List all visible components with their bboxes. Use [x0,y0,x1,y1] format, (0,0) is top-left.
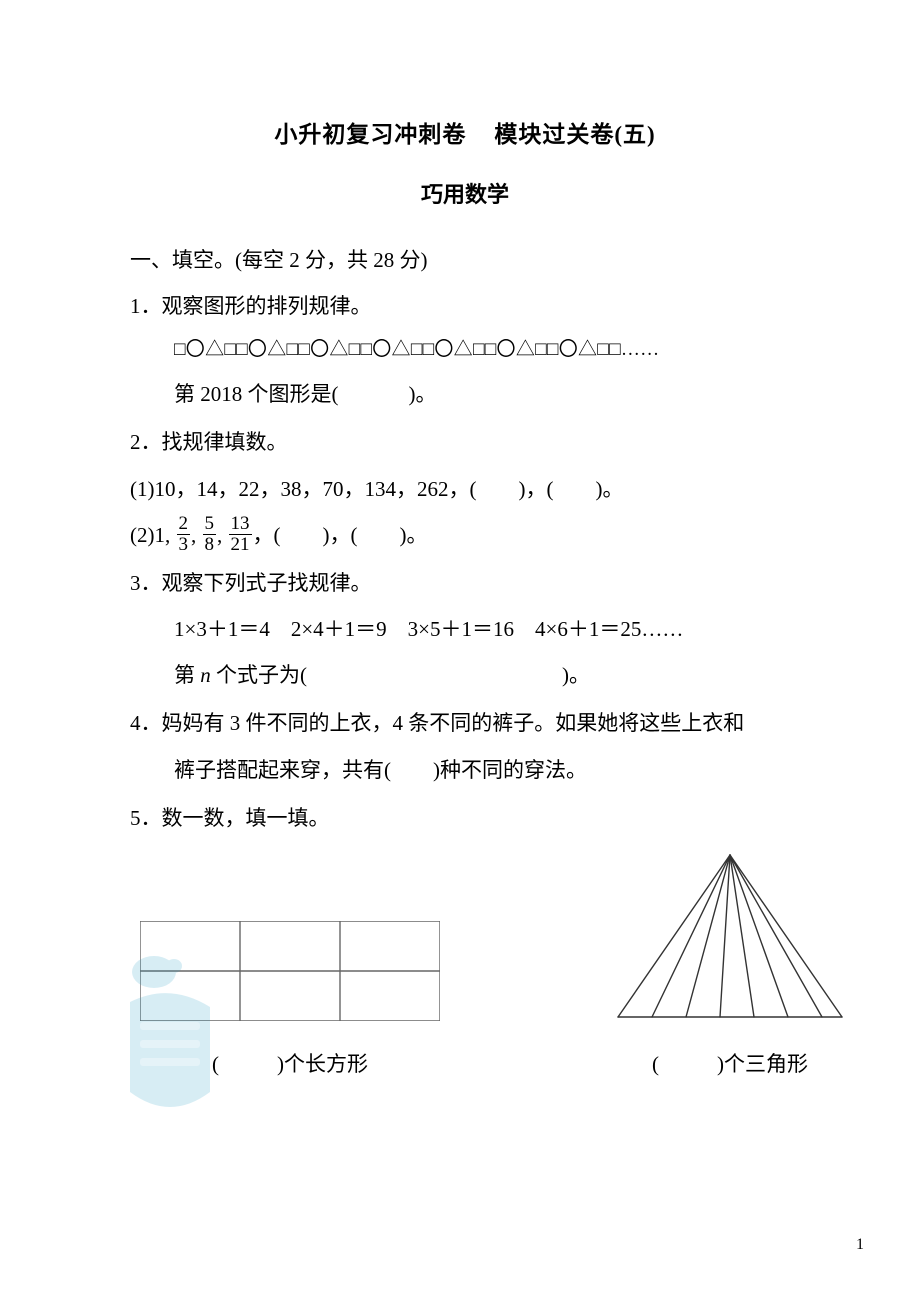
q2-stem: 2．找规律填数。 [130,419,800,465]
q3-ans-n: n [200,663,211,687]
subtitle: 巧用数学 [130,171,800,219]
frac-2: 58 [203,514,217,555]
q1-prompt-b: )。 [409,382,437,406]
q1-prompt-a: 第 2018 个图形是( [174,382,339,406]
q4-l1: 4．妈妈有 3 件不同的上衣，4 条不同的裤子。如果她将这些上衣和 [130,700,800,746]
q3-stem: 3．观察下列式子找规律。 [130,560,800,606]
title-part-a: 小升初复习冲刺卷 [274,122,466,147]
title-line: 小升初复习冲刺卷 模块过关卷(五) [130,110,800,161]
q1-prompt: 第 2018 个图形是( )。 [130,371,800,417]
q2-s2-pre: (2)1, [130,523,170,547]
title-part-b: 模块过关卷(五) [494,122,655,147]
frac-1: 23 [177,514,191,555]
q2-sub2: (2)1, 23, 58, 1321，( )，( )。 [130,512,800,558]
cap1-a: ( [212,1052,219,1076]
q5-stem: 5．数一数，填一填。 [130,795,800,841]
q4: 4．妈妈有 3 件不同的上衣，4 条不同的裤子。如果她将这些上衣和 裤子搭配起来… [130,700,800,792]
q3-ans-a: 第 [174,663,200,687]
q2-sub1: (1)10，14，22，38，70，134，262，( )，( )。 [130,466,800,512]
q3-eqs: 1×3＋1＝4 2×4＋1＝9 3×5＋1＝16 4×6＋1＝25…… [130,606,800,652]
q4-l2: 裤子搭配起来穿，共有( )种不同的穿法。 [130,747,800,793]
section-1-heading: 一、填空。(每空 2 分，共 28 分) [130,237,800,283]
q1: 1．观察图形的排列规律。 □〇△□□〇△□□〇△□□〇△□□〇△□□〇△□□〇△… [130,283,800,417]
q2: 2．找规律填数。 (1)10，14，22，38，70，134，262，( )，(… [130,419,800,558]
page: 小升初复习冲刺卷 模块过关卷(五) 巧用数学 一、填空。(每空 2 分，共 28 … [0,0,920,1302]
cap2-b: )个三角形 [717,1052,808,1076]
caption-tri: ( )个三角形 [610,1041,850,1087]
q5: 5．数一数，填一填。 ()个长方形 ()个三角形 [130,795,800,1088]
figure-rectangles: ( )个长方形 [140,921,440,1087]
caption-rect: ( )个长方形 [140,1041,440,1087]
figure-row: ()个长方形 ()个三角形 [130,851,800,1087]
q3: 3．观察下列式子找规律。 1×3＋1＝4 2×4＋1＝9 3×5＋1＝16 4×… [130,560,800,699]
q2-s2-post: ，( )，( )。 [253,523,428,547]
cap2-a: ( [652,1052,659,1076]
q3-ans-b: 个式子为( [211,663,307,687]
rect-grid-svg [140,921,440,1021]
cap1-b: )个长方形 [277,1052,368,1076]
q3-ans-c: )。 [562,663,590,687]
q1-stem: 1．观察图形的排列规律。 [130,283,800,329]
q1-pattern: □〇△□□〇△□□〇△□□〇△□□〇△□□〇△□□〇△□□…… [130,329,800,371]
figure-triangles: ( )个三角形 [610,851,850,1087]
triangle-fan-svg [610,851,850,1021]
frac-3: 1321 [229,514,252,555]
q3-answer-line: 第 n 个式子为( )。 [130,652,800,698]
page-number: 1 [856,1227,864,1262]
